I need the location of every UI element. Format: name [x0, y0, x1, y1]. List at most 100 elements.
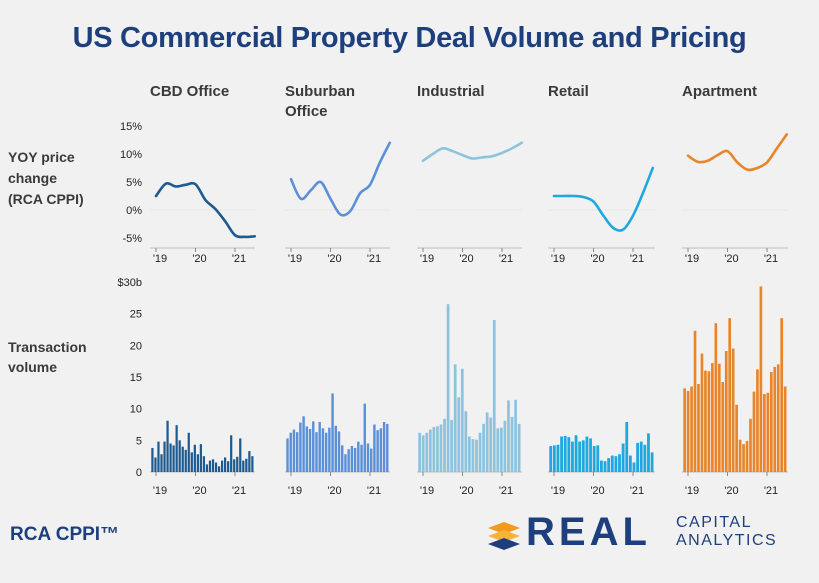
volume-bar — [482, 423, 485, 472]
price-x-tick-label: '19 — [153, 253, 167, 265]
volume-bar — [745, 440, 749, 472]
price-x-tick-label: '19 — [551, 253, 565, 265]
volume-bar — [373, 424, 376, 472]
volume-x-tick-label: '21 — [630, 485, 644, 497]
volume-bar — [585, 436, 589, 472]
volume-bar — [686, 390, 690, 472]
volume-bar — [199, 444, 202, 472]
volume-bar — [190, 452, 193, 472]
volume-bar — [749, 418, 752, 472]
volume-bar — [318, 421, 321, 472]
volume-bar — [376, 430, 379, 472]
volume-x-tick-label: '20 — [327, 485, 341, 497]
volume-bar — [446, 304, 450, 472]
volume-bar — [776, 364, 780, 472]
volume-bar — [514, 399, 517, 472]
volume-bar — [224, 457, 227, 472]
category-label: Apartment — [682, 83, 757, 100]
price-x-tick-label: '19 — [685, 253, 699, 265]
volume-bar — [552, 445, 556, 472]
volume-bar — [187, 432, 190, 472]
price-row-label: change — [8, 170, 57, 186]
price-row-label: YOY price — [8, 149, 75, 165]
volume-bar — [738, 439, 742, 472]
volume-bar — [184, 449, 187, 472]
volume-bar — [683, 388, 686, 472]
volume-bar — [312, 421, 315, 472]
volume-bar — [721, 382, 725, 472]
volume-bar — [166, 420, 169, 472]
volume-y-tick-label: 0 — [136, 467, 142, 479]
volume-x-tick-label: '19 — [288, 485, 302, 497]
volume-x-tick-label: '21 — [499, 485, 513, 497]
volume-bar — [697, 383, 700, 472]
volume-bar — [344, 454, 347, 472]
volume-bar — [460, 368, 464, 472]
volume-bar — [700, 353, 704, 472]
volume-bar — [436, 426, 439, 472]
volume-bar — [780, 318, 784, 472]
volume-x-tick-label: '19 — [685, 485, 699, 497]
volume-y-tick-label: 5 — [136, 435, 142, 447]
volume-bar — [478, 432, 482, 472]
volume-bar — [468, 436, 471, 472]
volume-bar — [450, 420, 454, 472]
price-x-tick-label: '21 — [367, 253, 381, 265]
volume-bar — [334, 425, 337, 472]
volume-bar — [690, 386, 693, 472]
volume-bar — [571, 441, 574, 472]
volume-bar — [574, 435, 578, 472]
volume-bar — [208, 460, 212, 472]
volume-bar — [321, 428, 325, 472]
volume-bar — [196, 454, 199, 472]
volume-bar — [756, 369, 759, 472]
volume-y-tick-label: 15 — [130, 372, 142, 384]
volume-bar — [704, 370, 707, 472]
volume-bar — [783, 386, 787, 472]
volume-bar — [230, 435, 233, 472]
price-x-tick-label: '21 — [630, 253, 644, 265]
volume-bar — [205, 464, 209, 472]
volume-bar — [639, 441, 643, 472]
volume-x-tick-label: '20 — [459, 485, 473, 497]
volume-bar — [432, 427, 436, 472]
volume-x-tick-label: '21 — [232, 485, 246, 497]
price-x-tick-label: '20 — [459, 253, 473, 265]
volume-bar — [549, 446, 553, 472]
volume-bar — [592, 446, 596, 472]
price-x-tick-label: '20 — [724, 253, 738, 265]
volume-bar — [160, 454, 163, 472]
volume-bar — [350, 446, 354, 472]
volume-bar — [328, 427, 331, 472]
volume-bar — [211, 459, 215, 472]
volume-x-tick-label: '20 — [590, 485, 604, 497]
volume-bar — [636, 442, 640, 472]
volume-bar — [286, 438, 289, 472]
price-y-tick-label: -5% — [122, 233, 142, 245]
volume-bar — [714, 323, 718, 472]
volume-bar — [178, 440, 181, 472]
price-y-tick-label: 5% — [126, 177, 142, 189]
volume-bar — [773, 366, 777, 472]
volume-x-tick-label: '20 — [724, 485, 738, 497]
volume-bar — [618, 454, 621, 472]
volume-x-tick-label: '21 — [764, 485, 778, 497]
volume-y-tick-label: 10 — [130, 404, 142, 416]
volume-bar — [428, 429, 432, 472]
volume-y-tick-label: 20 — [130, 340, 142, 352]
volume-bar — [489, 417, 493, 472]
volume-bar — [181, 446, 184, 472]
volume-bar — [471, 439, 475, 472]
volume-bar — [175, 425, 178, 472]
volume-y-tick-label: 25 — [130, 309, 142, 321]
volume-bar — [510, 416, 514, 472]
volume-bar — [589, 438, 592, 472]
volume-bar — [647, 433, 650, 472]
volume-bar — [596, 445, 600, 472]
volume-bar — [599, 460, 603, 472]
volume-bar — [193, 444, 196, 472]
rca-cppi-label: RCA CPPI™ — [10, 524, 120, 545]
volume-x-tick-label: '19 — [420, 485, 434, 497]
price-x-tick-label: '20 — [327, 253, 341, 265]
volume-bar — [759, 286, 763, 472]
